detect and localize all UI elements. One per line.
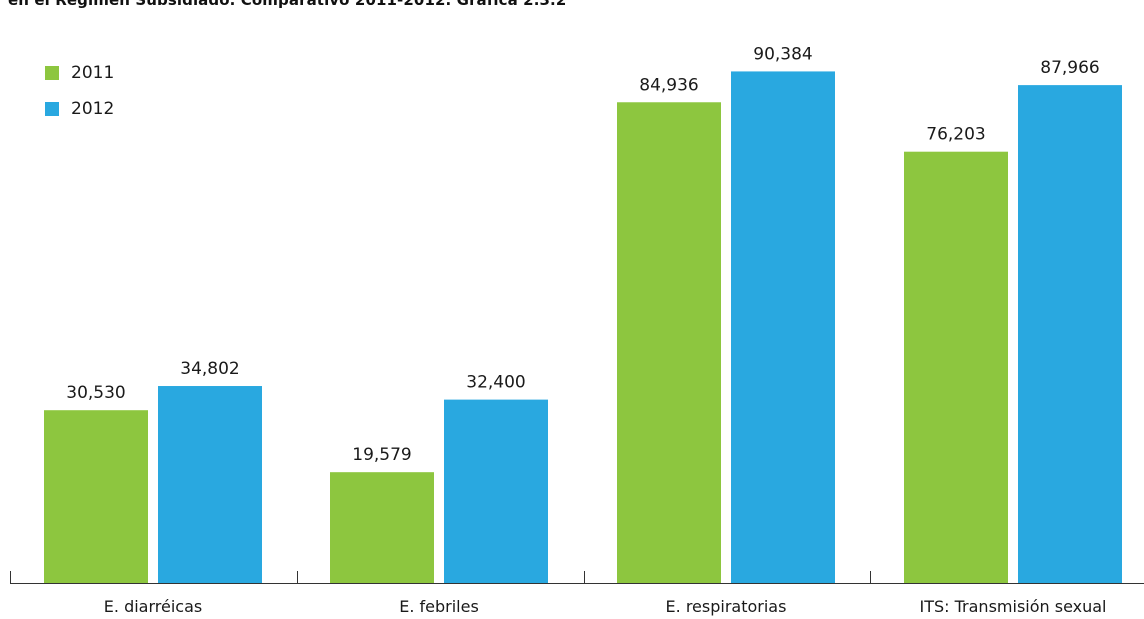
value-label-2012-its-transmision-sexual: 87,966 (1040, 58, 1099, 78)
category-labels-layer: E. diarréicas E. febriles E. respiratorias… (104, 597, 1107, 616)
legend-item-2012: 2012 (45, 98, 114, 120)
legend-swatch-2012 (45, 102, 59, 116)
value-label-2011-e-febriles: 19,579 (352, 445, 411, 465)
value-label-2012-e-febriles: 32,400 (466, 373, 525, 393)
category-label-its-transmision-sexual: ITS: Transmisión sexual (920, 597, 1107, 616)
value-label-2011-its-transmision-sexual: 76,203 (926, 125, 985, 145)
bar-2011-its-transmision-sexual (904, 151, 1008, 583)
chart-title: en el Régimen Subsidiado. Comparativo 20… (8, 0, 567, 9)
legend: 2011 2012 (45, 62, 114, 134)
bar-2012-e-diarreicas (158, 386, 262, 583)
value-label-2012-e-diarreicas: 34,802 (180, 359, 239, 379)
bar-2012-its-transmision-sexual (1018, 85, 1122, 584)
bar-2012-e-febriles (444, 399, 548, 583)
value-label-2011-e-respiratorias: 84,936 (639, 75, 698, 95)
bar-2011-e-febriles (330, 472, 434, 583)
value-label-2011-e-diarreicas: 30,530 (66, 383, 125, 403)
category-label-e-diarreicas: E. diarréicas (104, 597, 202, 616)
category-label-e-respiratorias: E. respiratorias (666, 597, 787, 616)
value-label-2012-e-respiratorias: 90,384 (753, 44, 812, 64)
value-labels-layer: 30,530 34,802 19,579 32,400 84,936 90,384 76,2… (66, 44, 1099, 465)
category-label-e-febriles: E. febriles (399, 597, 479, 616)
bar-2011-e-diarreicas (44, 410, 148, 583)
legend-swatch-2011 (45, 66, 59, 80)
legend-label-2011: 2011 (71, 63, 115, 83)
legend-label-2012: 2012 (71, 99, 115, 119)
x-axis (10, 571, 1144, 584)
bars-layer (44, 71, 1122, 584)
bar-2012-e-respiratorias (731, 71, 835, 583)
legend-item-2011: 2011 (45, 62, 114, 84)
bar-2011-e-respiratorias (617, 102, 721, 583)
